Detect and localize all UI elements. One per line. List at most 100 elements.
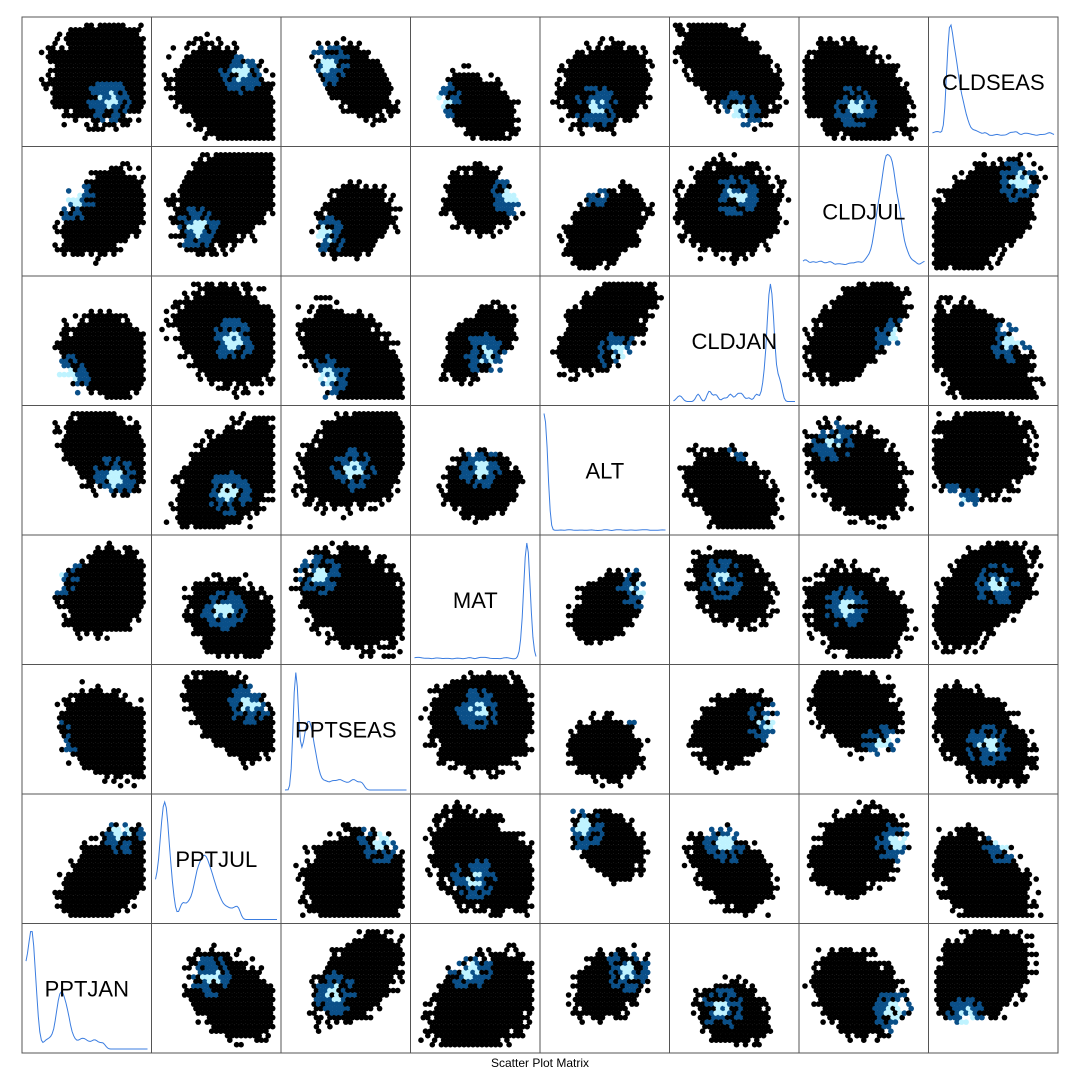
hexbin-cell	[72, 99, 79, 105]
hexbin-cell	[61, 76, 67, 83]
hexbin-cell	[117, 81, 124, 87]
hexbin-cell	[140, 99, 146, 105]
hexbin-cell	[263, 67, 269, 74]
hexbin-cell	[135, 90, 142, 96]
hexbin-cell	[138, 380, 144, 387]
hexbin-cell	[181, 85, 188, 92]
hexbin-cell	[519, 210, 526, 217]
hexbin-cell	[135, 81, 142, 87]
hexbin-cell	[394, 108, 401, 114]
hexbin-cell	[56, 103, 63, 110]
hexbin-cell	[70, 94, 76, 101]
hexbin-cell	[122, 72, 128, 78]
hexbin-cell	[776, 103, 783, 110]
hexbin-cell	[126, 99, 133, 105]
hexbin-cell	[59, 63, 65, 69]
hexbin-cell	[135, 36, 142, 42]
hexbin-cell	[47, 58, 54, 65]
hexbin-cell	[181, 58, 188, 65]
hexbin-cell	[54, 63, 61, 69]
hexbin-cell	[93, 85, 99, 92]
hexbin-cell	[388, 112, 394, 119]
hexbin-cell	[365, 49, 372, 56]
hexbin-cell	[86, 54, 92, 60]
hexbin-cell	[765, 165, 771, 172]
hexbin-cell	[163, 85, 170, 92]
hexbin-cell	[133, 31, 140, 38]
hexbin-cell	[720, 255, 726, 262]
hexbin-cell	[1037, 165, 1044, 172]
hexbin-cell	[186, 103, 192, 110]
hexbin-cell	[785, 197, 792, 203]
hexbin-cell	[90, 72, 97, 78]
hexbin-cell	[97, 31, 104, 38]
hexbin-cell	[86, 126, 92, 132]
hexbin-cell	[95, 90, 101, 96]
hexbin-cell	[181, 353, 188, 360]
hexbin-cell	[111, 22, 117, 29]
hexbin-cell	[131, 99, 137, 105]
hexbin-cell	[97, 94, 104, 101]
hexbin-cell	[356, 179, 363, 185]
hexbin-cell	[111, 85, 117, 92]
hexbin-cell	[193, 81, 199, 87]
hexbin-cell	[104, 54, 110, 60]
hexbin-cell	[124, 233, 131, 239]
hexbin-cell	[515, 201, 521, 208]
hexbin-cell	[113, 81, 119, 87]
hexbin-cell	[129, 103, 135, 110]
hexbin-cell	[131, 54, 137, 60]
hexbin-cell	[74, 67, 81, 74]
hexbin-cell	[70, 49, 76, 56]
hexbin-cell	[138, 49, 144, 56]
hexbin-cell	[52, 94, 58, 101]
hexbin-cell	[113, 117, 119, 123]
hexbin-cell	[68, 54, 74, 60]
hexbin-cell	[102, 103, 108, 110]
hexbin-cell	[72, 63, 79, 69]
hexbin-cell	[168, 94, 174, 101]
hexbin-cell	[124, 103, 131, 110]
hexbin-cell	[93, 49, 99, 56]
hexbin-cell	[126, 45, 133, 51]
hexbin-cell	[381, 117, 388, 123]
hexbin-cell	[68, 72, 74, 78]
hexbin-cell	[106, 103, 113, 110]
hexbin-cell	[70, 40, 76, 47]
hexbin-cell	[172, 67, 179, 74]
hexbin-cell	[647, 76, 653, 83]
hexbin-cell	[168, 85, 174, 92]
hexbin-cell	[111, 31, 117, 38]
hexbin-panel	[163, 152, 276, 257]
hexbin-cell	[65, 67, 72, 74]
hexbin-cell	[767, 58, 774, 65]
hexbin-cell	[175, 81, 181, 87]
hexbin-cell	[99, 81, 106, 87]
hexbin-cell	[90, 45, 97, 51]
hexbin-cell	[84, 103, 90, 110]
hexbin-cell	[193, 36, 199, 42]
hexbin-cell	[99, 54, 106, 60]
hexbin-cell	[104, 90, 110, 96]
hexbin-cell	[47, 76, 54, 83]
hexbin-cell	[95, 36, 101, 42]
hexbin-cell	[108, 117, 115, 123]
hexbin-cell	[117, 117, 124, 123]
hexbin-cell	[47, 49, 54, 56]
hexbin-cell	[115, 76, 122, 83]
hexbin-cell	[54, 36, 61, 42]
hexbin-cell	[38, 76, 45, 83]
hexbin-cell	[97, 67, 104, 74]
hexbin-cell	[72, 108, 79, 114]
hexbin-cell	[61, 251, 67, 257]
hexbin-cell	[108, 45, 115, 51]
hexbin-cell	[77, 45, 83, 51]
hexbin-cell	[120, 49, 126, 56]
hexbin-cell	[113, 108, 119, 114]
hexbin-cell	[633, 112, 640, 119]
hexbin-cell	[490, 233, 497, 239]
hexbin-cell	[135, 72, 142, 78]
hexbin-cell	[65, 40, 72, 47]
hexbin-cell	[181, 94, 188, 101]
hexbin-cell	[124, 94, 131, 101]
